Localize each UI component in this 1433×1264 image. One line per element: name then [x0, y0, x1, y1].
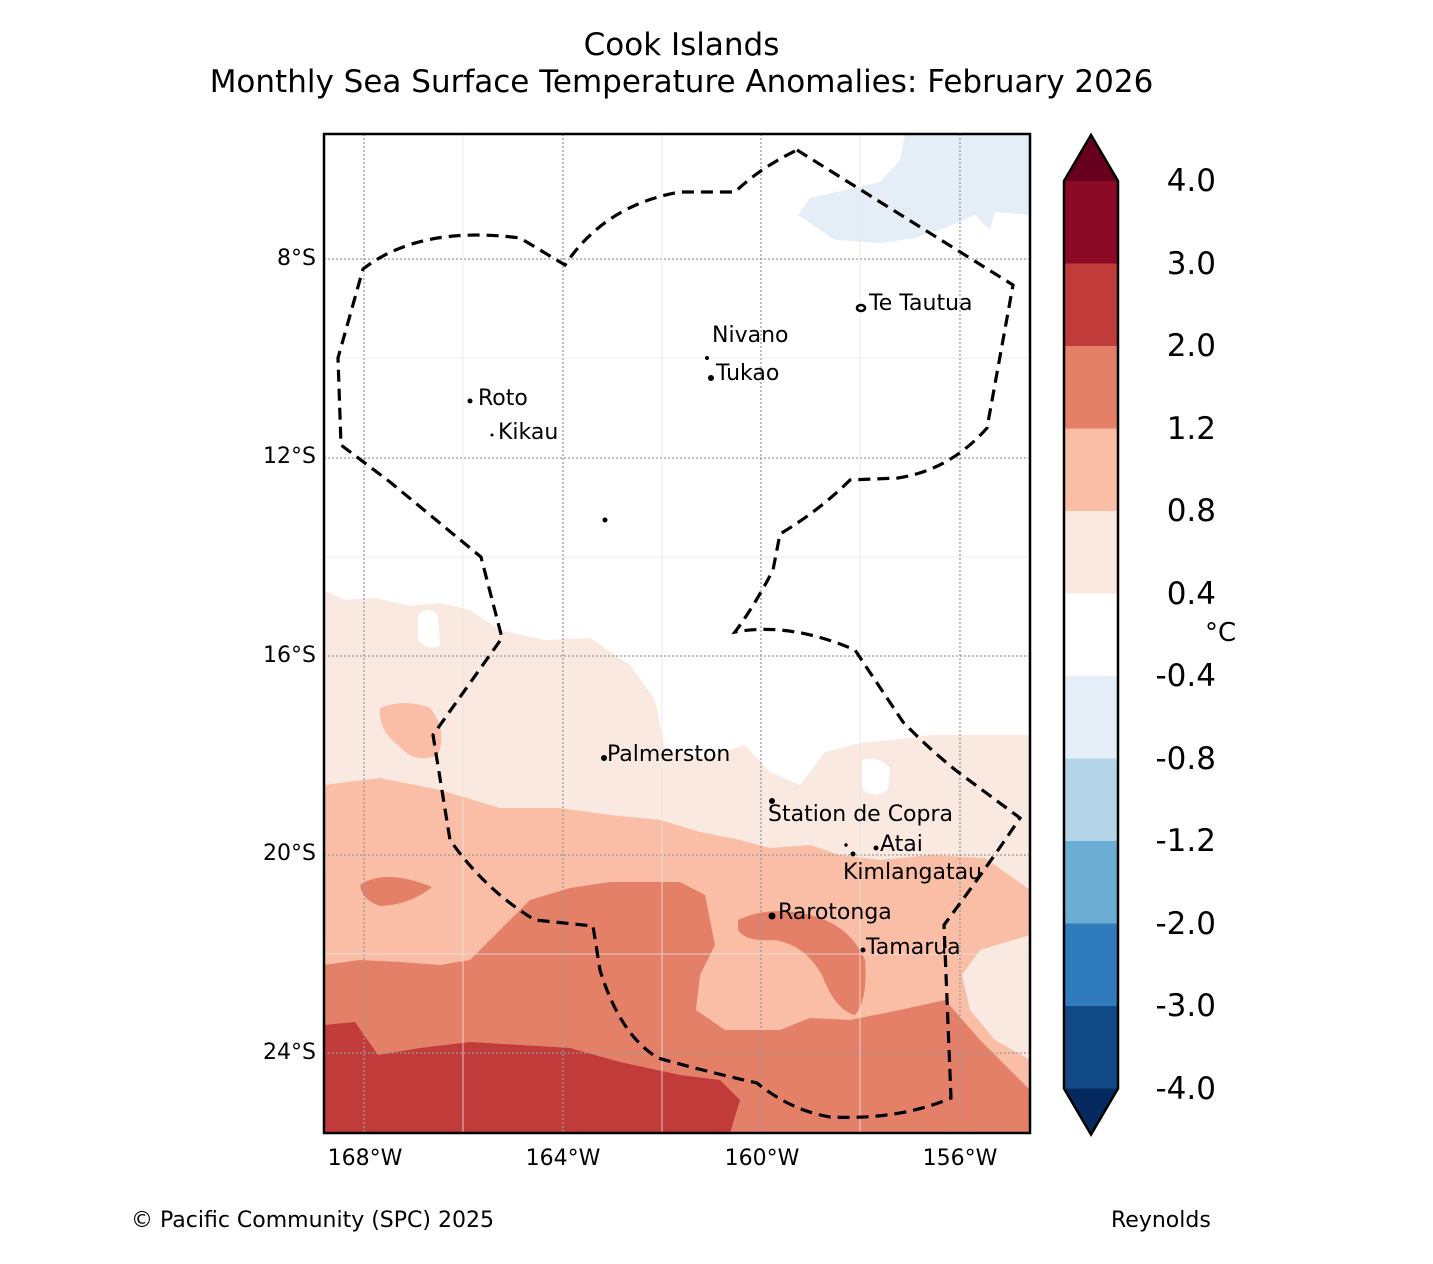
- colorbar-segment: [1064, 923, 1118, 1007]
- colorbar-extend-min: [1064, 1088, 1118, 1135]
- lon-label: 156°W: [922, 1146, 998, 1171]
- lat-label: 12°S: [263, 444, 316, 469]
- colorbar-label: 0.4: [1166, 576, 1216, 612]
- colorbar-segment: [1064, 593, 1118, 677]
- place-label: Tamarua: [865, 935, 961, 960]
- island-markers: [467, 303, 879, 953]
- colorbar-label: -1.2: [1155, 823, 1217, 859]
- colorbar-label: 4.0: [1166, 163, 1216, 199]
- lat-label: 20°S: [263, 841, 316, 866]
- place-label: Tukao: [715, 361, 779, 386]
- colorbar-segment: [1064, 428, 1118, 512]
- graticule: [324, 134, 1030, 1133]
- colorbar-label: -0.4: [1155, 658, 1217, 694]
- place-label: Roto: [478, 386, 528, 411]
- lat-label: 8°S: [277, 246, 316, 271]
- anomaly-region-2.0: [324, 1022, 740, 1133]
- colorbar-segment: [1064, 511, 1118, 594]
- colorbar-label: 3.0: [1166, 246, 1216, 282]
- map-subtitle: Monthly Sea Surface Temperature Anomalie…: [209, 64, 1154, 100]
- map-title: Cook Islands: [583, 27, 780, 63]
- colorbar-label: -0.8: [1155, 741, 1217, 777]
- anomaly-field: Te Tautua Nivano Tukao Roto Kikau Palmer…: [324, 134, 1030, 1133]
- colorbar-extend-max: [1064, 135, 1118, 181]
- colorbar-segment: [1064, 1006, 1118, 1089]
- colorbar-label: 1.2: [1166, 411, 1216, 447]
- place-label: Kikau: [498, 420, 558, 445]
- lat-label: 16°S: [263, 643, 316, 668]
- colorbar-segment: [1064, 263, 1118, 347]
- colorbar-label: -4.0: [1155, 1071, 1217, 1107]
- colorbar-segment: [1064, 676, 1118, 759]
- lon-label: 164°W: [525, 1146, 601, 1171]
- place-label: Rarotonga: [778, 900, 892, 925]
- colorbar: [1062, 132, 1120, 1137]
- place-label: Te Tautua: [868, 291, 973, 316]
- lon-label: 160°W: [724, 1146, 800, 1171]
- place-label: Palmerston: [607, 742, 730, 767]
- lon-label: 168°W: [327, 1146, 403, 1171]
- colorbar-outline: [1062, 132, 1120, 1137]
- colorbar-segment: [1064, 841, 1118, 924]
- lat-label: 24°S: [263, 1040, 316, 1065]
- anomaly-region-neg0.4: [798, 134, 1030, 243]
- copyright-text: © Pacific Community (SPC) 2025: [131, 1208, 494, 1233]
- colorbar-label: 0.8: [1166, 493, 1216, 529]
- colorbar-unit: °C: [1205, 618, 1237, 648]
- data-source-text: Reynolds: [1111, 1208, 1211, 1233]
- place-label: Station de Copra: [768, 802, 953, 827]
- colorbar-segment: [1064, 346, 1118, 429]
- colorbar-label: 2.0: [1166, 328, 1216, 364]
- colorbar-segment: [1064, 758, 1118, 842]
- colorbar-label: -3.0: [1155, 988, 1217, 1024]
- map-frame: [322, 132, 1032, 1135]
- place-label: Kimlangatau: [843, 860, 982, 885]
- colorbar-segment: [1064, 181, 1118, 264]
- place-label: Nivano: [712, 323, 788, 348]
- place-label: Atai: [880, 832, 923, 857]
- colorbar-label: -2.0: [1155, 906, 1217, 942]
- eez-boundary: [336, 148, 1023, 1119]
